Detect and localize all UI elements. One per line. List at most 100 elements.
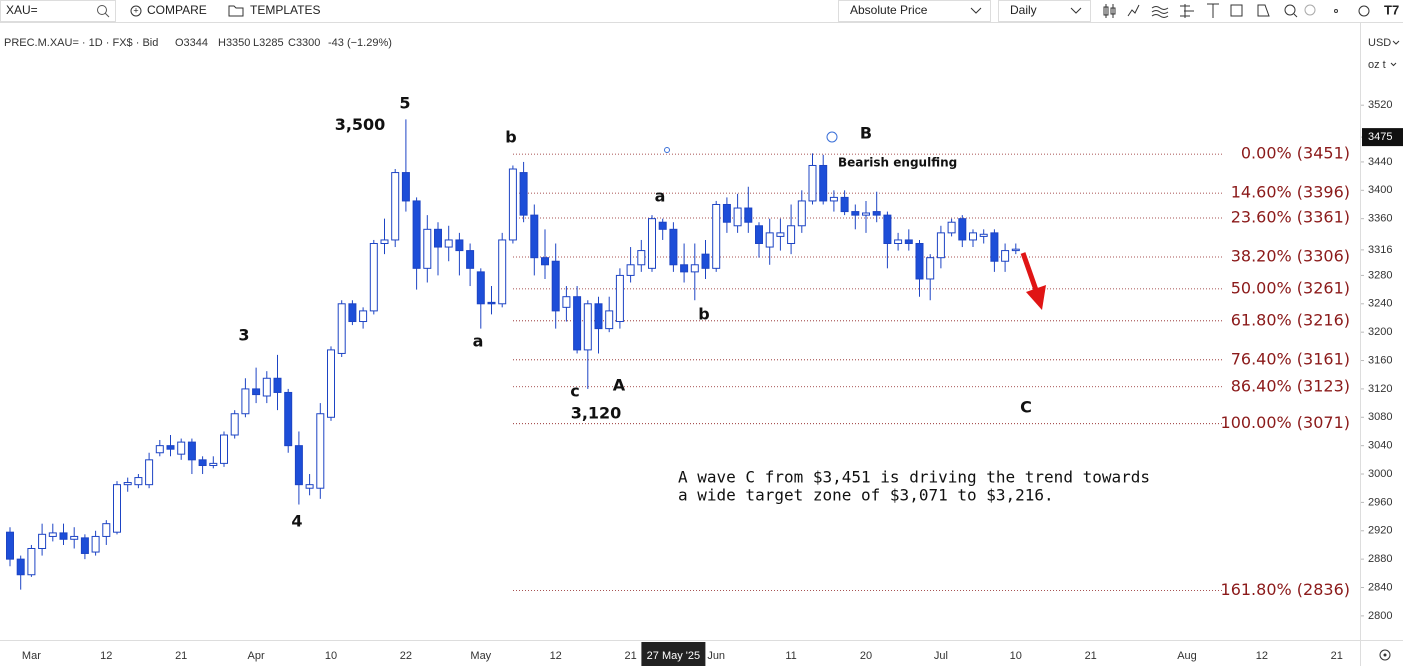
candle-body <box>48 532 57 537</box>
candle-body <box>123 482 132 486</box>
settings-icon[interactable] <box>1383 653 1387 657</box>
dropdown-arrow[interactable] <box>970 7 982 14</box>
y-tick-label: 3080 <box>1368 411 1392 423</box>
currency[interactable]: USD <box>1368 37 1391 49</box>
event-marker[interactable] <box>664 147 670 153</box>
interval[interactable]: Daily <box>1010 3 1037 17</box>
candle-body <box>829 196 838 202</box>
toolbar-icons[interactable] <box>1103 3 1370 18</box>
candle-body <box>551 260 560 312</box>
commentary: a wide target zone of $3,071 to $3,216. <box>678 486 1054 505</box>
x-tick-label: 21 <box>175 650 187 662</box>
candle-body <box>401 172 410 202</box>
candle-body <box>851 211 860 216</box>
fib-label: 76.40% (3161) <box>1231 349 1350 368</box>
event-marker[interactable] <box>826 131 838 143</box>
compare-icon[interactable] <box>130 5 142 17</box>
candle-body <box>797 200 806 227</box>
y-tick-label: 3000 <box>1368 468 1392 480</box>
candle-body <box>134 477 143 486</box>
symbol-input[interactable]: XAU= <box>6 3 38 17</box>
fib-label: 38.20% (3306) <box>1231 246 1350 265</box>
y-tick-label: 3316 <box>1368 244 1392 256</box>
fib-label: 161.80% (2836) <box>1221 580 1350 599</box>
price-mode-dropdown[interactable] <box>838 0 991 22</box>
y-tick-label: 3120 <box>1368 383 1392 395</box>
last-price-box <box>1362 128 1403 147</box>
y-tick-label: 2880 <box>1368 553 1392 565</box>
ohlc-low: L3285 <box>253 37 284 49</box>
y-tick-label: 3160 <box>1368 354 1392 366</box>
fib-label: 100.00% (3071) <box>1221 413 1350 432</box>
candle-body <box>455 239 464 252</box>
candle-body <box>305 484 314 489</box>
candle-body <box>765 232 774 248</box>
y-tick-label: 3440 <box>1368 156 1392 168</box>
compare-icon[interactable]: + <box>133 5 138 15</box>
templates-icon[interactable] <box>228 5 244 17</box>
candle-body <box>273 377 282 393</box>
candle-body <box>337 303 346 354</box>
candle-body <box>16 558 25 576</box>
compare-button[interactable]: COMPARE <box>147 3 207 17</box>
wave-label: C <box>1020 398 1032 417</box>
candle-body <box>113 484 121 533</box>
y-tick-label: 3400 <box>1368 184 1392 196</box>
candle-body <box>648 218 656 269</box>
candle-body <box>348 303 357 323</box>
fib-label: 0.00% (3451) <box>1241 144 1350 163</box>
candle-body <box>530 214 539 259</box>
unit[interactable]: oz t <box>1368 59 1386 71</box>
dropdown-arrow[interactable] <box>1392 40 1400 45</box>
templates-button[interactable]: TEMPLATES <box>250 3 320 17</box>
candle-body <box>755 225 763 244</box>
candle-body <box>508 168 517 241</box>
y-tick-label: 3520 <box>1368 99 1392 111</box>
candle-body <box>658 221 667 230</box>
candle-body <box>594 303 603 330</box>
wave-label: 3 <box>238 326 249 345</box>
candle-body <box>979 233 988 237</box>
candle-body <box>198 459 207 467</box>
candle-body <box>498 239 507 305</box>
search-icon[interactable] <box>104 12 110 18</box>
direction-arrow-head <box>1026 285 1046 310</box>
last-price-label: 3475 <box>1368 131 1392 143</box>
wave-label: b <box>505 128 516 147</box>
candle-body <box>958 218 967 241</box>
candle-body <box>59 532 68 540</box>
x-tick-label: 11 <box>785 650 796 662</box>
settings-icon[interactable] <box>1379 649 1391 661</box>
candle-body <box>776 232 785 237</box>
candle-body <box>787 225 796 244</box>
search-icon[interactable] <box>97 5 107 15</box>
x-tick-label: Mar <box>22 650 41 662</box>
x-tick-label: 21 <box>624 650 636 662</box>
candle-body <box>947 221 956 234</box>
y-tick-label: 2840 <box>1368 581 1392 593</box>
fib-label: 86.40% (3123) <box>1231 376 1350 395</box>
interval-dropdown[interactable] <box>998 0 1091 22</box>
candle-body <box>316 413 325 489</box>
candle-body <box>936 232 945 259</box>
candle-body <box>412 200 421 269</box>
candle-body <box>434 228 442 248</box>
wave-label: B <box>860 124 872 143</box>
candle-body <box>1011 248 1020 252</box>
candle-body <box>155 445 164 454</box>
candle-body <box>369 243 378 312</box>
y-tick-label: 3360 <box>1368 213 1392 225</box>
candle-body <box>712 203 721 269</box>
candle-body <box>808 164 817 202</box>
ohlc-high: H3350 <box>218 37 250 49</box>
dropdown-arrow[interactable] <box>1070 7 1082 14</box>
price-mode[interactable]: Absolute Price <box>850 3 928 17</box>
symbol-box[interactable] <box>0 0 116 22</box>
x-tick-label: 12 <box>100 650 112 662</box>
x-tick-label: May <box>470 650 491 662</box>
dropdown-arrow[interactable] <box>1390 62 1397 67</box>
x-tick-label: Apr <box>248 650 265 662</box>
wave-label: 4 <box>291 512 302 531</box>
logo: T7 <box>1384 2 1399 17</box>
